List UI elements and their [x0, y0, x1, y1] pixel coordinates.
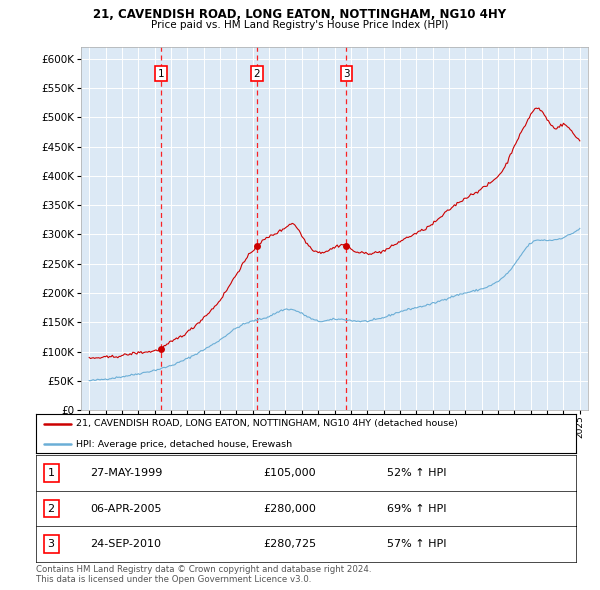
Text: 2: 2: [254, 68, 260, 78]
Text: 21, CAVENDISH ROAD, LONG EATON, NOTTINGHAM, NG10 4HY (detached house): 21, CAVENDISH ROAD, LONG EATON, NOTTINGH…: [77, 419, 458, 428]
Text: 1: 1: [157, 68, 164, 78]
Text: 57% ↑ HPI: 57% ↑ HPI: [387, 539, 446, 549]
Text: Price paid vs. HM Land Registry's House Price Index (HPI): Price paid vs. HM Land Registry's House …: [151, 21, 449, 30]
Text: 3: 3: [343, 68, 350, 78]
Text: 21, CAVENDISH ROAD, LONG EATON, NOTTINGHAM, NG10 4HY: 21, CAVENDISH ROAD, LONG EATON, NOTTINGH…: [94, 8, 506, 21]
Text: 69% ↑ HPI: 69% ↑ HPI: [387, 504, 446, 513]
Text: This data is licensed under the Open Government Licence v3.0.: This data is licensed under the Open Gov…: [36, 575, 311, 584]
Text: 3: 3: [47, 539, 55, 549]
Text: 27-MAY-1999: 27-MAY-1999: [90, 468, 163, 478]
Text: 24-SEP-2010: 24-SEP-2010: [90, 539, 161, 549]
Text: 52% ↑ HPI: 52% ↑ HPI: [387, 468, 446, 478]
Text: £105,000: £105,000: [263, 468, 316, 478]
Text: £280,000: £280,000: [263, 504, 316, 513]
Text: HPI: Average price, detached house, Erewash: HPI: Average price, detached house, Erew…: [77, 440, 293, 448]
Text: Contains HM Land Registry data © Crown copyright and database right 2024.: Contains HM Land Registry data © Crown c…: [36, 565, 371, 574]
Text: 1: 1: [47, 468, 55, 478]
Text: 2: 2: [47, 504, 55, 513]
Text: £280,725: £280,725: [263, 539, 316, 549]
Text: 06-APR-2005: 06-APR-2005: [90, 504, 161, 513]
